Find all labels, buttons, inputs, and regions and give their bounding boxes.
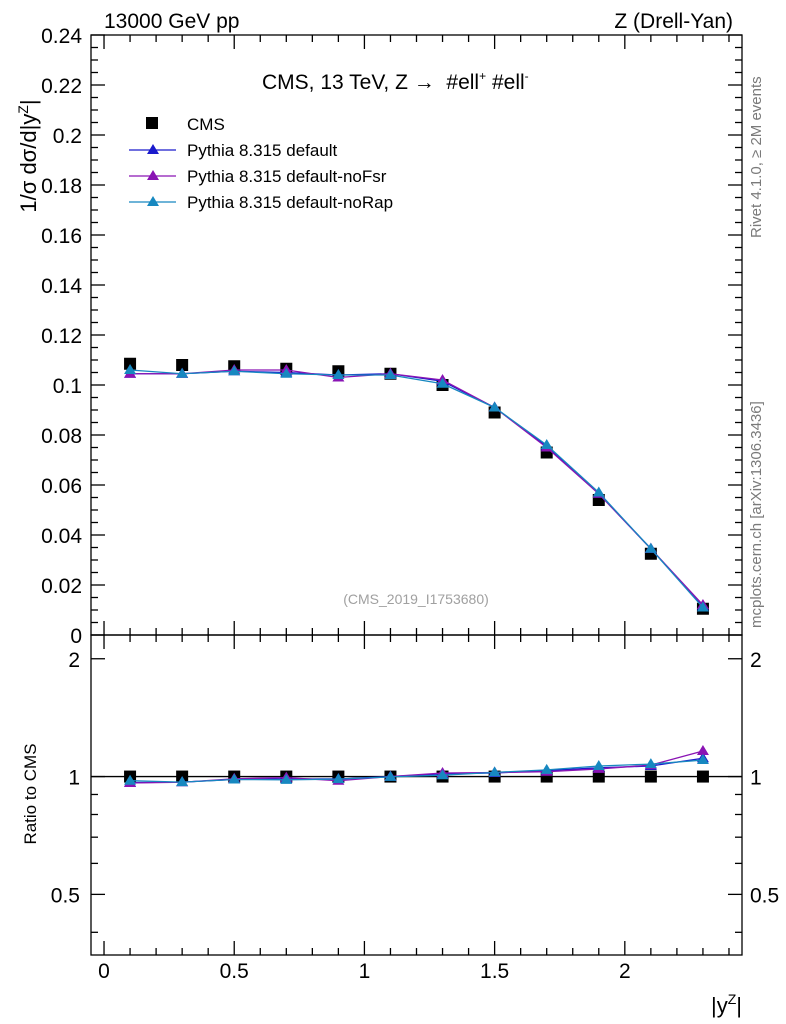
series-point-2: [384, 369, 397, 379]
series-line-1: [130, 369, 704, 606]
legend-marker-norap: [147, 196, 159, 206]
y-tick-label: 0.14: [41, 275, 82, 298]
y-axis-title: 1/σ dσ/d|yZ|: [15, 99, 41, 212]
x-tick-label: 1: [359, 960, 371, 983]
series-ratio-point-2: [176, 776, 189, 787]
cms-data-point: [176, 359, 189, 371]
series-point-2: [436, 377, 449, 388]
y-tick-label: 0: [70, 625, 82, 648]
x-tick-label: 2: [619, 960, 631, 983]
x-tick-label: 1.5: [480, 960, 509, 983]
legend-marker-nofsr: [147, 170, 159, 180]
series-line-2: [130, 369, 704, 608]
ratio-tick-label-right: 2: [750, 649, 762, 672]
legend-marker-cms: [146, 117, 158, 129]
series-ratio-point-2: [540, 763, 553, 774]
series-point-2: [540, 439, 553, 449]
series-point-2: [488, 401, 501, 412]
y-tick-label: 0.16: [41, 225, 82, 248]
plot-title: CMS, 13 TeV, Z → #ell+ #ell-: [262, 69, 529, 94]
ratio-tick-label-right: 0.5: [750, 884, 779, 907]
ratio-tick-label-left: 0.5: [51, 884, 80, 907]
y-tick-label: 0.06: [41, 475, 82, 498]
legend-label-nofsr: Pythia 8.315 default-noFsr: [187, 167, 387, 186]
x-tick-label: 0: [98, 960, 110, 983]
y-tick-label: 0.18: [41, 175, 82, 198]
y-tick-label: 0.1: [53, 375, 82, 398]
chart-marks: [91, 357, 742, 787]
y-tick-label: 0.24: [41, 25, 82, 48]
series-ratio-point-2: [696, 754, 709, 765]
ratio-axis-title: Ratio to CMS: [21, 743, 40, 844]
series-ratio-point-2: [488, 766, 501, 777]
cms-data-point: [124, 357, 137, 370]
series-ratio-line-1: [130, 750, 704, 784]
legend-label-default: Pythia 8.315 default: [187, 141, 338, 160]
y-tick-label: 0.2: [53, 125, 82, 148]
legend: CMS Pythia 8.315 default Pythia 8.315 de…: [129, 115, 393, 212]
series-ratio-line-0: [130, 757, 704, 784]
x-tick-label: 0.5: [220, 960, 249, 983]
ratio-tick-label-right: 1: [750, 767, 762, 790]
series-ratio-line-2: [130, 759, 703, 783]
series-point-2: [280, 367, 293, 378]
y-tick-label: 0.08: [41, 425, 82, 448]
series-ratio-point-2: [384, 770, 397, 781]
legend-marker-default: [147, 144, 159, 154]
series-point-2: [696, 601, 709, 612]
series-point-2: [176, 367, 189, 378]
cms-ratio-point: [696, 770, 709, 783]
series-ratio-point-2: [436, 769, 449, 780]
x-axis-title: |yZ|: [711, 991, 742, 1018]
legend-label-cms: CMS: [187, 115, 225, 134]
series-point-2: [644, 542, 657, 553]
process-label: Z (Drell-Yan): [614, 10, 733, 33]
mcplots-label: mcplots.cern.ch [arXiv:1306.3436]: [748, 401, 765, 628]
series-line-0: [130, 370, 704, 607]
legend-label-norap: Pythia 8.315 default-noRap: [187, 193, 393, 212]
y-tick-label: 0.12: [41, 325, 82, 348]
series-point-2: [124, 364, 137, 374]
ratio-tick-label-left: 2: [68, 649, 80, 672]
series-ratio-point-1: [696, 745, 709, 756]
series-ratio-point-2: [644, 758, 657, 769]
rivet-version-label: Rivet 4.1.0, ≥ 2M events: [748, 76, 765, 238]
analysis-id-label: (CMS_2019_I1753680): [343, 591, 489, 607]
y-tick-label: 0.04: [41, 525, 82, 548]
beam-label: 13000 GeV pp: [104, 10, 239, 33]
series-ratio-point-2: [592, 760, 605, 771]
y-tick-label: 0.02: [41, 575, 82, 598]
y-tick-label: 0.22: [41, 75, 82, 98]
series-ratio-point-2: [280, 773, 293, 784]
ratio-tick-label-left: 1: [68, 767, 80, 790]
axis-ticks: 0 0.5 1 1.5 200.020.040.060.080.10.120.140.1…: [41, 25, 779, 983]
series-point-2: [592, 486, 605, 497]
series-point-2: [332, 369, 345, 379]
series-point-2: [228, 365, 241, 376]
series-ratio-point-2: [228, 773, 241, 784]
series-ratio-point-2: [124, 774, 137, 785]
series-ratio-point-2: [332, 773, 345, 784]
ratio-panel-frame: [90, 634, 743, 956]
cms-ratio-point: [592, 770, 605, 783]
cms-ratio-point: [644, 770, 657, 783]
